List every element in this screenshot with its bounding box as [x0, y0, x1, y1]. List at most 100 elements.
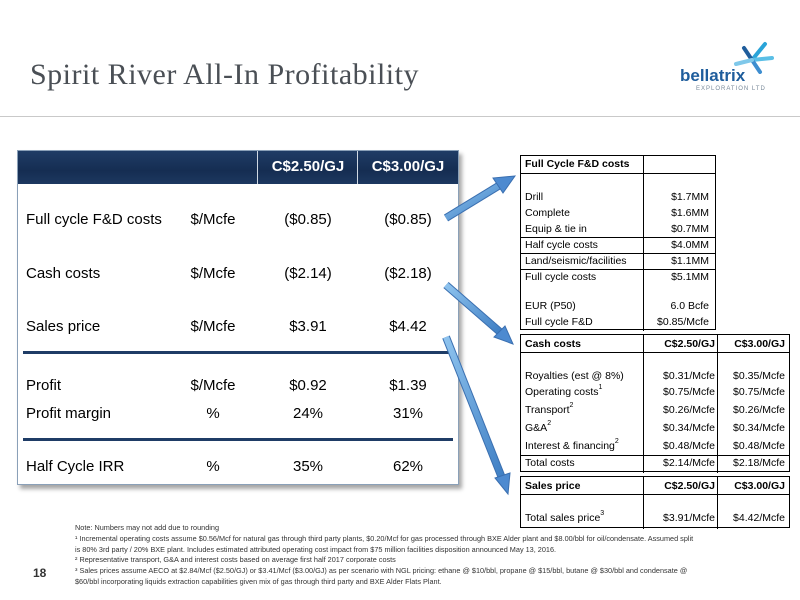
table-row: Complete $1.6MM	[521, 205, 715, 221]
table-title: Sales price	[525, 480, 581, 492]
row-label: Half cycle costs	[525, 239, 598, 251]
logo-wordmark: bellatrix	[680, 66, 746, 85]
row-value: ($0.85)	[384, 211, 432, 228]
table-row: Full cycle F&D costs $/Mcfe ($0.85) ($0.…	[18, 211, 458, 233]
table-row: Operating costs1 $0.75/Mcfe $0.75/Mcfe	[521, 384, 789, 400]
row-value: $0.26/Mcfe	[663, 404, 715, 416]
row-value: $0.35/Mcfe	[733, 370, 785, 382]
column-divider	[643, 335, 644, 473]
title-divider	[0, 116, 800, 117]
column-divider	[643, 156, 644, 331]
table-row: Drill $1.7MM	[521, 189, 715, 205]
row-value: 31%	[392, 405, 424, 422]
arrow-to-sales-table	[442, 335, 511, 496]
row-value: $2.14/Mcfe	[663, 457, 715, 469]
row-divider	[521, 269, 715, 270]
column-divider	[717, 335, 718, 473]
row-value: 35%	[292, 458, 324, 475]
header-divider	[357, 151, 358, 184]
arrow-to-fd-table	[443, 175, 517, 222]
table-header-row: Sales price C$2.50/GJ C$3.00/GJ	[521, 478, 789, 494]
row-label: Profit	[26, 377, 62, 394]
row-value: ($2.18)	[384, 265, 432, 282]
row-unit: %	[206, 405, 220, 422]
table-row: Transport2 $0.26/Mcfe $0.26/Mcfe	[521, 402, 789, 418]
row-value: 6.0 Bcfe	[670, 300, 709, 312]
row-value: $3.91	[289, 318, 327, 335]
row-label: Interest & financing	[525, 440, 615, 452]
row-label: Cash costs	[26, 265, 101, 282]
header-divider	[257, 151, 258, 184]
table-row: Profit $/Mcfe $0.92 $1.39	[18, 377, 458, 399]
row-label: Full cycle F&D	[525, 316, 593, 328]
table-divider	[23, 351, 453, 354]
table-row: Half Cycle IRR % 35% 62%	[18, 458, 458, 480]
table-row: Full cycle costs $5.1MM	[521, 269, 715, 285]
table-divider	[23, 438, 453, 441]
row-value: $4.0MM	[671, 239, 709, 251]
row-label: Land/seismic/facilities	[525, 255, 627, 267]
header-cell: C$3.00/GJ	[371, 158, 445, 175]
column-divider	[717, 477, 718, 529]
row-label: Complete	[525, 207, 570, 219]
header-cell: C$3.00/GJ	[734, 480, 785, 492]
row-value: 62%	[392, 458, 424, 475]
row-unit: $/Mcfe	[190, 265, 236, 282]
row-value: $0.34/Mcfe	[663, 422, 715, 434]
row-value: $1.1MM	[671, 255, 709, 267]
footnote-line: ² Representative transport, G&A and inte…	[75, 555, 396, 565]
row-label: Royalties (est @ 8%)	[525, 370, 624, 382]
row-value: $1.39	[389, 377, 427, 394]
table-row: Total costs $2.14/Mcfe $2.18/Mcfe	[521, 455, 789, 471]
row-label: Equip & tie in	[525, 223, 587, 235]
row-divider	[521, 352, 789, 353]
row-divider	[521, 455, 789, 456]
row-value: ($2.14)	[284, 265, 332, 282]
table-row: Interest & financing2 $0.48/Mcfe $0.48/M…	[521, 438, 789, 454]
table-row: G&A2 $0.34/Mcfe $0.34/Mcfe	[521, 420, 789, 436]
row-divider	[521, 494, 789, 495]
company-logo: bellatrix EXPLORATION LTD	[676, 40, 786, 100]
cash-cost-table: Cash costs C$2.50/GJ C$3.00/GJ Royalties…	[520, 334, 790, 473]
row-value: ($0.85)	[284, 211, 332, 228]
footnote-line: $60/bbl incorporating liquids extraction…	[75, 576, 442, 586]
row-value: $0.7MM	[671, 223, 709, 235]
row-value: $0.75/Mcfe	[663, 386, 715, 398]
row-label: Half Cycle IRR	[26, 458, 125, 475]
table-row: Land/seismic/facilities $1.1MM	[521, 253, 715, 269]
table-title-row: Full Cycle F&D costs	[521, 156, 715, 172]
table-row: EUR (P50) 6.0 Bcfe	[521, 298, 715, 314]
table-row: Profit margin % 24% 31%	[18, 405, 458, 427]
row-label: Operating costs	[525, 386, 599, 398]
row-value: $0.31/Mcfe	[663, 370, 715, 382]
footnote-marker: 2	[569, 402, 574, 409]
row-label: Sales price	[26, 318, 101, 335]
row-value: $0.34/Mcfe	[733, 422, 785, 434]
table-row: Cash costs $/Mcfe ($2.14) ($2.18)	[18, 265, 458, 287]
fd-cost-table: Full Cycle F&D costs Drill $1.7MM Comple…	[520, 155, 716, 331]
footnote-line: Note: Numbers may not add due to roundin…	[75, 523, 219, 532]
footnotes: Note: Numbers may not add due to roundin…	[75, 523, 790, 588]
table-row: Total sales price3 $3.91/Mcfe $4.42/Mcfe	[521, 510, 789, 526]
row-value: $0.48/Mcfe	[733, 440, 785, 452]
row-value: $5.1MM	[671, 271, 709, 283]
row-divider	[521, 237, 715, 238]
row-value: $1.6MM	[671, 207, 709, 219]
table-row: Sales price $/Mcfe $3.91 $4.42	[18, 318, 458, 340]
table-header: C$2.50/GJ C$3.00/GJ	[18, 151, 458, 184]
page-number: 18	[33, 566, 47, 580]
row-label: Full cycle costs	[525, 271, 597, 283]
row-value: $0.75/Mcfe	[733, 386, 785, 398]
table-title: Cash costs	[525, 338, 582, 350]
footnote-marker: 2	[614, 438, 619, 445]
footnote-line: ¹ Incremental operating costs assume $0.…	[75, 533, 694, 543]
row-label: EUR (P50)	[525, 300, 576, 312]
row-unit: $/Mcfe	[190, 318, 236, 335]
table-row: Half cycle costs $4.0MM	[521, 237, 715, 253]
table-row: Equip & tie in $0.7MM	[521, 221, 715, 237]
row-unit: $/Mcfe	[190, 377, 236, 394]
row-value: $0.48/Mcfe	[663, 440, 715, 452]
row-value: $0.26/Mcfe	[733, 404, 785, 416]
header-cell: C$2.50/GJ	[664, 338, 715, 350]
